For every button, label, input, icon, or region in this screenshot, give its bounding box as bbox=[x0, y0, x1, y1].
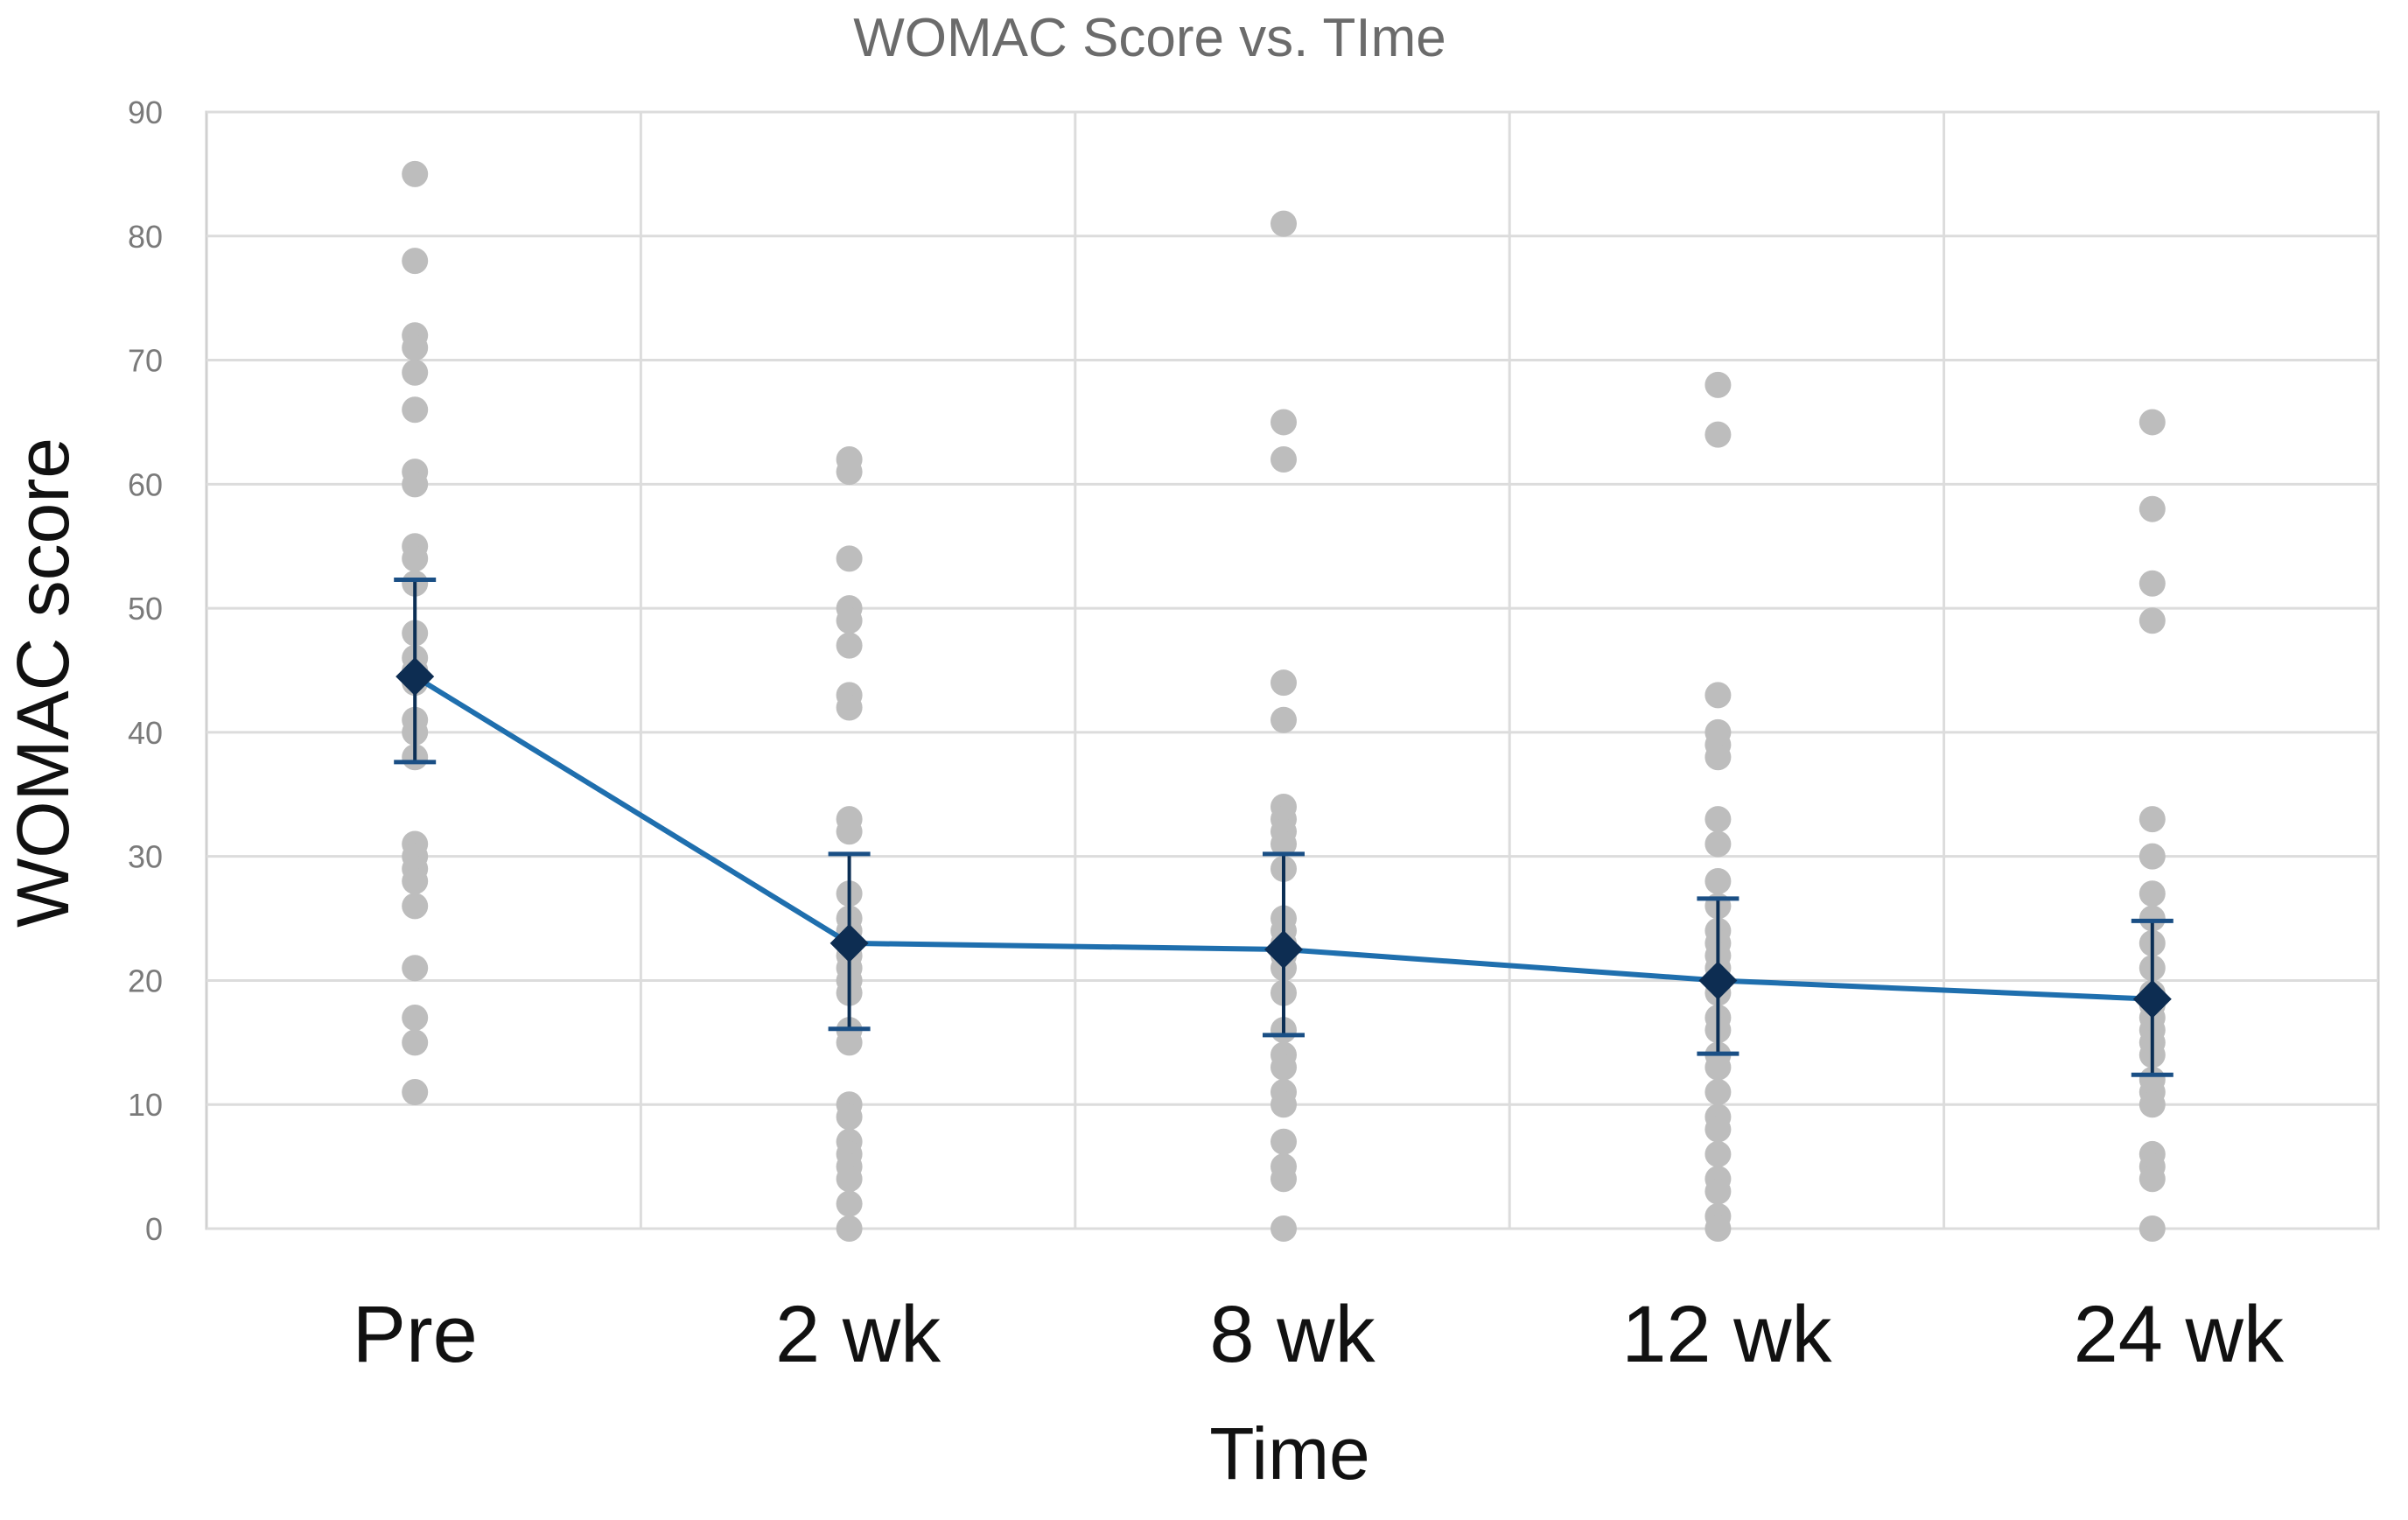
data-point bbox=[836, 607, 863, 634]
data-point bbox=[1270, 1166, 1297, 1193]
mean-marker bbox=[1698, 961, 1738, 1000]
data-point bbox=[836, 459, 863, 486]
data-point bbox=[1270, 1054, 1297, 1081]
data-point bbox=[1704, 1079, 1732, 1106]
y-tick-label: 90 bbox=[128, 95, 163, 130]
data-point bbox=[836, 694, 863, 721]
data-point bbox=[402, 1004, 429, 1031]
data-point bbox=[1704, 1140, 1732, 1167]
y-tick-label: 60 bbox=[128, 466, 163, 502]
data-point bbox=[2138, 570, 2166, 597]
data-point bbox=[836, 1215, 863, 1242]
data-point bbox=[402, 893, 429, 920]
x-axis-label: Time bbox=[1209, 1412, 1370, 1495]
data-point bbox=[402, 471, 429, 498]
data-point bbox=[836, 1103, 863, 1131]
y-tick-label: 0 bbox=[145, 1211, 163, 1247]
data-point bbox=[2138, 806, 2166, 833]
data-point bbox=[1704, 806, 1732, 833]
data-point bbox=[402, 248, 429, 275]
data-point bbox=[402, 868, 429, 895]
data-point bbox=[1270, 1091, 1297, 1118]
mean-marker bbox=[396, 657, 435, 697]
data-point bbox=[402, 359, 429, 386]
data-point bbox=[2138, 607, 2166, 634]
data-point bbox=[836, 632, 863, 659]
data-point bbox=[836, 1166, 863, 1193]
y-tick-label: 70 bbox=[128, 343, 163, 379]
y-axis-ticks: 0 10 20 30 40 50 60 70 80 90 bbox=[128, 95, 163, 1247]
data-point bbox=[1704, 1116, 1732, 1143]
x-tick-label: 12 wk bbox=[1621, 1290, 1832, 1379]
data-point bbox=[1704, 1178, 1732, 1205]
data-point bbox=[402, 1029, 429, 1056]
x-tick-label: 2 wk bbox=[775, 1290, 942, 1379]
data-point bbox=[1270, 830, 1297, 858]
mean-marker bbox=[830, 923, 869, 963]
y-tick-label: 50 bbox=[128, 591, 163, 627]
y-tick-label: 40 bbox=[128, 715, 163, 751]
data-point bbox=[2138, 905, 2166, 932]
data-point bbox=[1704, 371, 1732, 398]
y-tick-label: 30 bbox=[128, 839, 163, 875]
mean-marker bbox=[1264, 930, 1303, 969]
gridlines bbox=[206, 110, 2378, 1230]
y-tick-label: 80 bbox=[128, 219, 163, 255]
individual-points bbox=[402, 160, 2166, 1242]
data-point bbox=[836, 545, 863, 572]
data-point bbox=[1704, 682, 1732, 709]
data-point bbox=[402, 334, 429, 361]
data-point bbox=[402, 545, 429, 572]
chart-title: WOMAC Score vs. TIme bbox=[853, 8, 1446, 68]
data-point bbox=[1270, 706, 1297, 733]
data-point bbox=[1704, 421, 1732, 448]
y-axis-label: WOMAC score bbox=[2, 438, 84, 928]
data-point bbox=[1704, 868, 1732, 895]
data-point bbox=[1270, 409, 1297, 436]
data-point bbox=[2138, 1166, 2166, 1193]
y-tick-label: 20 bbox=[128, 963, 163, 998]
data-point bbox=[1270, 1215, 1297, 1242]
data-point bbox=[1270, 669, 1297, 697]
data-point bbox=[2138, 843, 2166, 870]
mean-markers bbox=[396, 657, 2172, 1019]
data-point bbox=[402, 160, 429, 187]
data-point bbox=[1704, 830, 1732, 858]
data-point bbox=[1704, 1215, 1732, 1242]
x-tick-label: 8 wk bbox=[1209, 1290, 1376, 1379]
x-tick-label: 24 wk bbox=[2074, 1290, 2285, 1379]
data-point bbox=[402, 396, 429, 424]
data-point bbox=[1704, 1054, 1732, 1081]
data-point bbox=[836, 818, 863, 845]
data-point bbox=[2138, 495, 2166, 522]
x-axis-ticks: Pre 2 wk 8 wk 12 wk 24 wk bbox=[353, 1290, 2285, 1379]
mean-marker bbox=[2132, 979, 2172, 1019]
x-tick-label: Pre bbox=[353, 1290, 478, 1379]
data-point bbox=[836, 1029, 863, 1056]
data-point bbox=[2138, 880, 2166, 907]
data-point bbox=[1270, 1128, 1297, 1155]
data-point bbox=[2138, 1091, 2166, 1118]
data-point bbox=[1270, 445, 1297, 473]
data-point bbox=[1270, 210, 1297, 237]
data-point bbox=[402, 955, 429, 982]
data-point bbox=[1704, 744, 1732, 771]
data-point bbox=[2138, 409, 2166, 436]
data-point bbox=[402, 1079, 429, 1106]
y-tick-label: 10 bbox=[128, 1087, 163, 1123]
data-point bbox=[2138, 1215, 2166, 1242]
data-point bbox=[836, 1190, 863, 1217]
